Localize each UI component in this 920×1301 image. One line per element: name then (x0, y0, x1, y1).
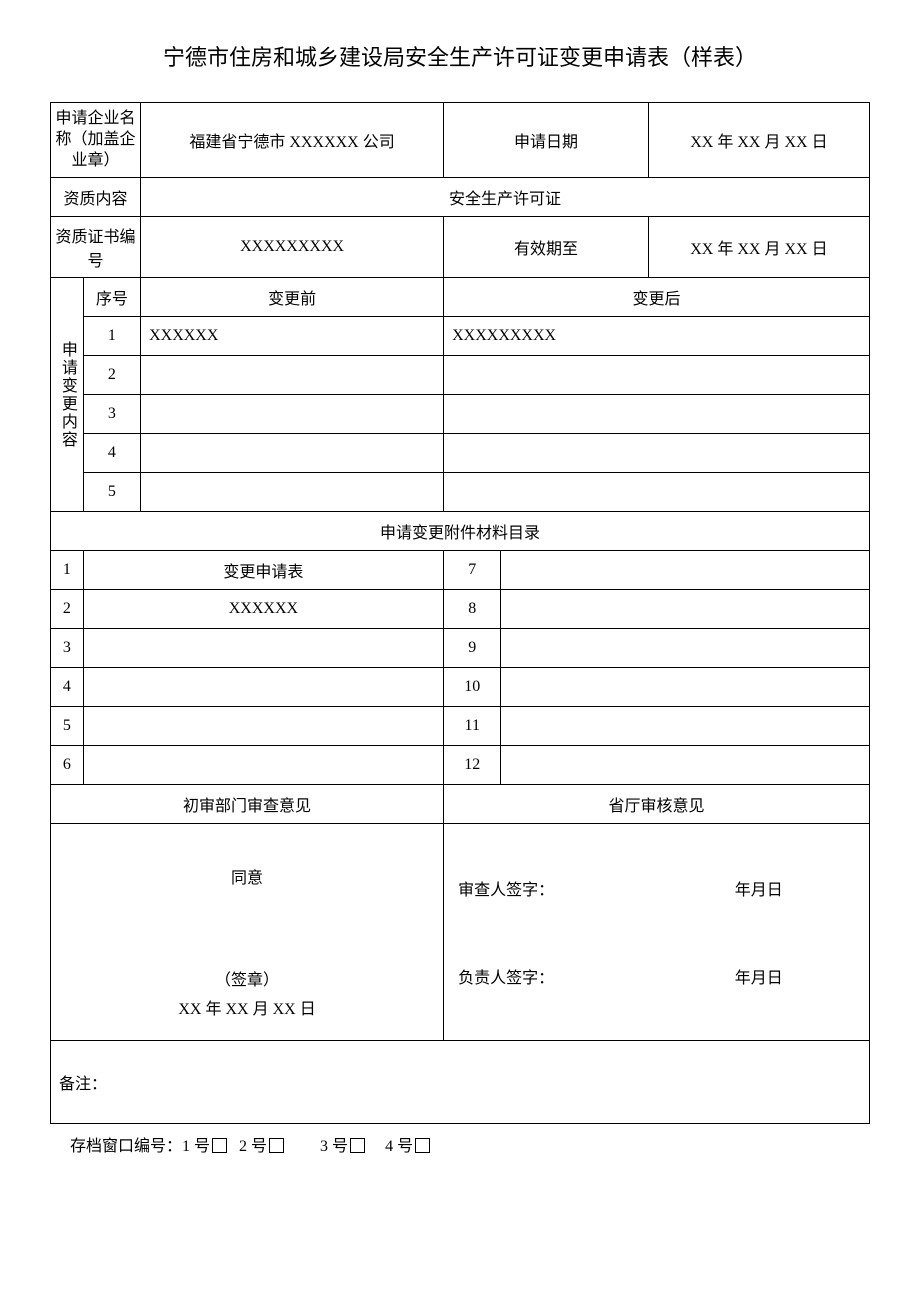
page-title: 宁德市住房和城乡建设局安全生产许可证变更申请表（样表） (50, 40, 870, 72)
col-after-header: 变更后 (444, 278, 870, 317)
cert-number-label: 资质证书编号 (51, 217, 141, 278)
change-row-after (444, 395, 870, 434)
change-row-before (141, 356, 444, 395)
change-row-seq: 2 (83, 356, 140, 395)
province-review-cell: 审查人签字： 负责人签字： 年月日 年月日 (444, 824, 870, 1041)
first-review-header: 初审部门审查意见 (51, 785, 444, 824)
change-row-before (141, 473, 444, 512)
change-row-before (141, 395, 444, 434)
archive-opt4: 4 号 (385, 1138, 413, 1155)
col-before-header: 变更前 (141, 278, 444, 317)
qualification-content-value: 安全生产许可证 (141, 178, 870, 217)
attach-right-num: 8 (444, 590, 501, 629)
attach-left-num: 3 (51, 629, 84, 668)
manager-sig-label: 负责人签字： (458, 964, 658, 988)
attach-left-val (83, 668, 443, 707)
first-review-cell: 同意 （签章） XX 年 XX 月 XX 日 (51, 824, 444, 1041)
change-row-seq: 3 (83, 395, 140, 434)
change-row-seq: 5 (83, 473, 140, 512)
attach-right-val (501, 668, 870, 707)
apply-date-value: XX 年 XX 月 XX 日 (648, 103, 869, 178)
application-form-table: 申请企业名称（加盖企业章） 福建省宁德市 XXXXXX 公司 申请日期 XX 年… (50, 102, 870, 1124)
attach-right-num: 9 (444, 629, 501, 668)
checkbox-icon (415, 1138, 430, 1153)
attach-right-num: 7 (444, 551, 501, 590)
first-review-date: XX 年 XX 月 XX 日 (178, 996, 315, 1025)
attach-right-val (501, 590, 870, 629)
change-row-after (444, 473, 870, 512)
attach-right-num: 10 (444, 668, 501, 707)
apply-date-label: 申请日期 (444, 103, 649, 178)
attach-left-val (83, 707, 443, 746)
attach-left-num: 5 (51, 707, 84, 746)
change-row-before (141, 434, 444, 473)
attach-right-num: 11 (444, 707, 501, 746)
archive-opt3: 3 号 (320, 1138, 348, 1155)
change-row-after (444, 356, 870, 395)
attach-left-val: 变更申请表 (83, 551, 443, 590)
first-review-stamp: （签章） (178, 967, 315, 996)
attach-left-num: 1 (51, 551, 84, 590)
attach-right-val (501, 746, 870, 785)
archive-opt1: 1 号 (182, 1138, 210, 1155)
remark-cell: 备注： (51, 1041, 870, 1124)
change-row-before: XXXXXX (141, 317, 444, 356)
change-row-after (444, 434, 870, 473)
company-name-label: 申请企业名称（加盖企业章） (51, 103, 141, 178)
attach-left-val: XXXXXX (83, 590, 443, 629)
reviewer-date: 年月日 (659, 876, 859, 900)
checkbox-icon (269, 1138, 284, 1153)
checkbox-icon (212, 1138, 227, 1153)
cert-number-value: XXXXXXXXX (141, 217, 444, 278)
attach-left-num: 2 (51, 590, 84, 629)
attach-right-val (501, 707, 870, 746)
checkbox-icon (350, 1138, 365, 1153)
attach-left-num: 4 (51, 668, 84, 707)
attach-right-val (501, 629, 870, 668)
reviewer-sig-label: 审查人签字： (458, 876, 658, 900)
province-review-header: 省厅审核意见 (444, 785, 870, 824)
first-review-agree: 同意 (231, 864, 263, 888)
archive-prefix: 存档窗口编号： (70, 1138, 182, 1155)
change-section-label: 申请变更内容 (51, 278, 84, 512)
attachment-header: 申请变更附件材料目录 (51, 512, 870, 551)
attach-right-val (501, 551, 870, 590)
attach-right-num: 12 (444, 746, 501, 785)
archive-window-line: 存档窗口编号：1 号 2 号 3 号 4 号 (50, 1132, 870, 1156)
attach-left-val (83, 629, 443, 668)
manager-date: 年月日 (659, 964, 859, 988)
valid-until-value: XX 年 XX 月 XX 日 (648, 217, 869, 278)
col-seq-header: 序号 (83, 278, 140, 317)
qualification-content-label: 资质内容 (51, 178, 141, 217)
attach-left-num: 6 (51, 746, 84, 785)
valid-until-label: 有效期至 (444, 217, 649, 278)
change-row-seq: 1 (83, 317, 140, 356)
change-row-seq: 4 (83, 434, 140, 473)
company-name-value: 福建省宁德市 XXXXXX 公司 (141, 103, 444, 178)
archive-opt2: 2 号 (239, 1138, 267, 1155)
attach-left-val (83, 746, 443, 785)
change-row-after: XXXXXXXXX (444, 317, 870, 356)
